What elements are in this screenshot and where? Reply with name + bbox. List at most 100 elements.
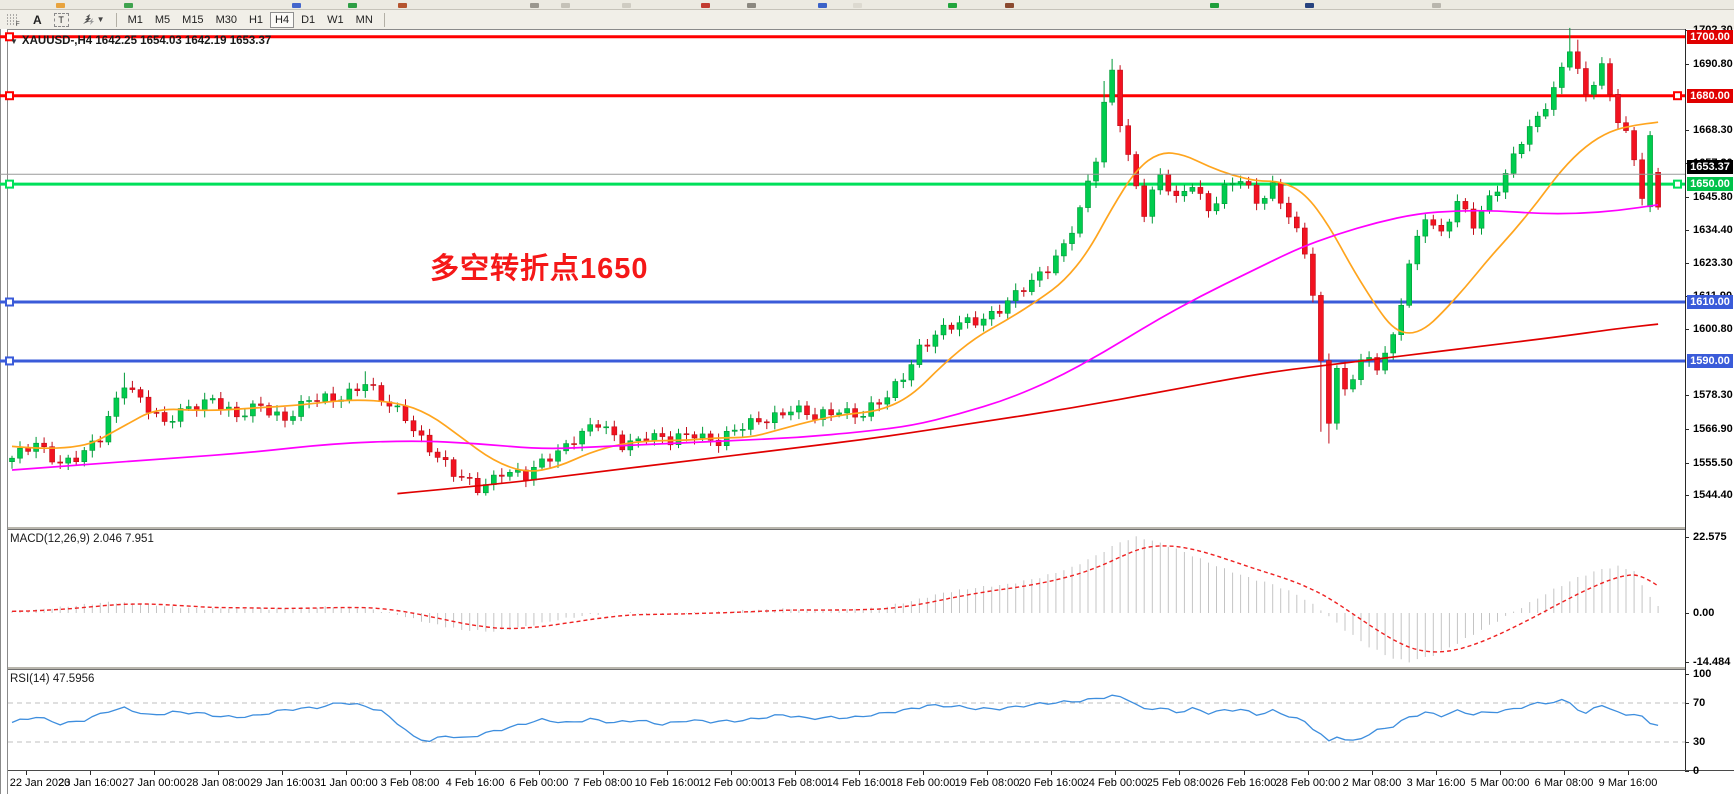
toolbar: F A T ▼ M1 M5 M15 M30 H1 H4 D1 W1 MN [0, 10, 1734, 30]
time-label: 3 Mar 16:00 [1406, 777, 1466, 789]
rsi-indicator-label: RSI(14) 47.5956 [10, 673, 95, 685]
price-tick-label: 1600.80 [1693, 323, 1733, 335]
time-label: 28 Feb 00:00 [1275, 777, 1341, 789]
text-tool-button[interactable]: T [49, 12, 74, 28]
time-label: 20 Feb 16:00 [1018, 777, 1084, 789]
time-label: 14 Feb 16:00 [826, 777, 892, 789]
svg-text:F: F [16, 22, 20, 26]
timeframe-button-M5[interactable]: M5 [150, 12, 175, 28]
price-tick-label: 1690.80 [1693, 58, 1733, 70]
clipped-icon [530, 3, 539, 8]
time-label: 4 Feb 16:00 [445, 777, 505, 789]
clipped-icon [818, 3, 827, 8]
time-tick [1179, 771, 1180, 775]
clipped-icon [292, 3, 301, 8]
timeframe-button-M30[interactable]: M30 [211, 12, 242, 28]
timeframe-button-H4[interactable]: H4 [270, 11, 295, 28]
time-tick [1436, 771, 1437, 775]
macd-panel[interactable] [0, 529, 1734, 668]
time-label: 13 Feb 08:00 [762, 777, 828, 789]
time-label: 31 Jan 00:00 [314, 777, 378, 789]
rsi-tick-label: 100 [1693, 668, 1712, 680]
clipped-icon [1432, 3, 1441, 8]
price-tick [1685, 429, 1689, 430]
time-tick [1372, 771, 1373, 775]
macd-tick [1685, 613, 1689, 614]
panel-splitter[interactable] [0, 667, 1734, 669]
rsi-tick [1685, 771, 1689, 772]
price-tick-label: 1578.30 [1693, 389, 1733, 401]
price-tick [1685, 130, 1689, 131]
timeframe-button-M15[interactable]: M15 [177, 12, 208, 28]
macd-tick-label: 22.575 [1693, 531, 1727, 543]
macd-tick-label: -14.484 [1693, 656, 1731, 668]
clipped-icon [56, 3, 65, 8]
time-tick [1115, 771, 1116, 775]
hline-handle[interactable] [1673, 91, 1682, 101]
hline-handle[interactable] [5, 32, 14, 42]
hline-handle[interactable] [5, 356, 14, 366]
timeframe-button-MN[interactable]: MN [351, 12, 378, 28]
time-tick [1628, 771, 1629, 775]
time-tick [154, 771, 155, 775]
hline-handle[interactable] [1673, 179, 1682, 189]
price-tick [1685, 395, 1689, 396]
timeframe-button-W1[interactable]: W1 [322, 12, 349, 28]
rsi-tick [1685, 703, 1689, 704]
chart-title: ▼ XAUUSD-,H4 1642.25 1654.03 1642.19 165… [10, 35, 271, 47]
clipped-icon [1005, 3, 1014, 8]
time-tick [795, 771, 796, 775]
clipped-icon [398, 3, 407, 8]
clipped-icon [124, 3, 133, 8]
time-tick [667, 771, 668, 775]
timeframe-button-H1[interactable]: H1 [244, 12, 268, 28]
time-label: 29 Jan 16:00 [250, 777, 314, 789]
time-axis[interactable] [0, 770, 1734, 794]
price-tick-label: 1544.40 [1693, 489, 1733, 501]
shapes-tool-button[interactable]: ▼ [76, 12, 110, 28]
price-axis-column[interactable] [1685, 29, 1734, 770]
timeframe-group: M1 M5 M15 M30 H1 H4 D1 W1 MN [122, 11, 379, 28]
slow-ma-line [397, 323, 1659, 495]
time-tick [1500, 771, 1501, 775]
price-tick [1685, 230, 1689, 231]
time-tick [1308, 771, 1309, 775]
clipped-icon [622, 3, 631, 8]
clipped-icon [1305, 3, 1314, 8]
clipped-toolbar-row [0, 0, 1734, 10]
rsi-panel[interactable] [0, 669, 1734, 771]
current-price-label: 1653.37 [1687, 160, 1733, 174]
main-chart-panel[interactable] [0, 29, 1734, 528]
time-tick [987, 771, 988, 775]
hline-handle[interactable] [5, 297, 14, 307]
text-label-tool-button[interactable]: A [28, 12, 47, 28]
time-tick [1564, 771, 1565, 775]
panel-splitter[interactable] [0, 527, 1734, 529]
toolbar-separator [115, 12, 117, 27]
rsi-tick [1685, 674, 1689, 675]
symbol-dropdown-icon[interactable]: ▼ [10, 36, 18, 46]
price-tick-label: 1555.50 [1693, 457, 1733, 469]
time-label: 18 Feb 00:00 [890, 777, 956, 789]
hline-handle[interactable] [5, 91, 14, 101]
hline-handle[interactable] [5, 179, 14, 189]
timeframe-button-M1[interactable]: M1 [123, 12, 148, 28]
clipped-icon [348, 3, 357, 8]
timeframe-button-D1[interactable]: D1 [296, 12, 320, 28]
dotted-grid-icon: F [7, 14, 20, 26]
fast-ma-line [11, 121, 1659, 472]
price-tick-label: 1668.30 [1693, 124, 1733, 136]
time-label: 5 Mar 00:00 [1470, 777, 1530, 789]
clipped-icon [1210, 3, 1219, 8]
move-tool-button[interactable]: F [1, 12, 26, 28]
rsi-line [11, 694, 1659, 743]
time-tick [923, 771, 924, 775]
time-tick [603, 771, 604, 775]
macd-indicator-label: MACD(12,26,9) 2.046 7.951 [10, 533, 154, 545]
time-tick [859, 771, 860, 775]
time-tick [26, 771, 27, 775]
clipped-icon [701, 3, 710, 8]
rsi-tick-label: 0 [1693, 765, 1700, 777]
